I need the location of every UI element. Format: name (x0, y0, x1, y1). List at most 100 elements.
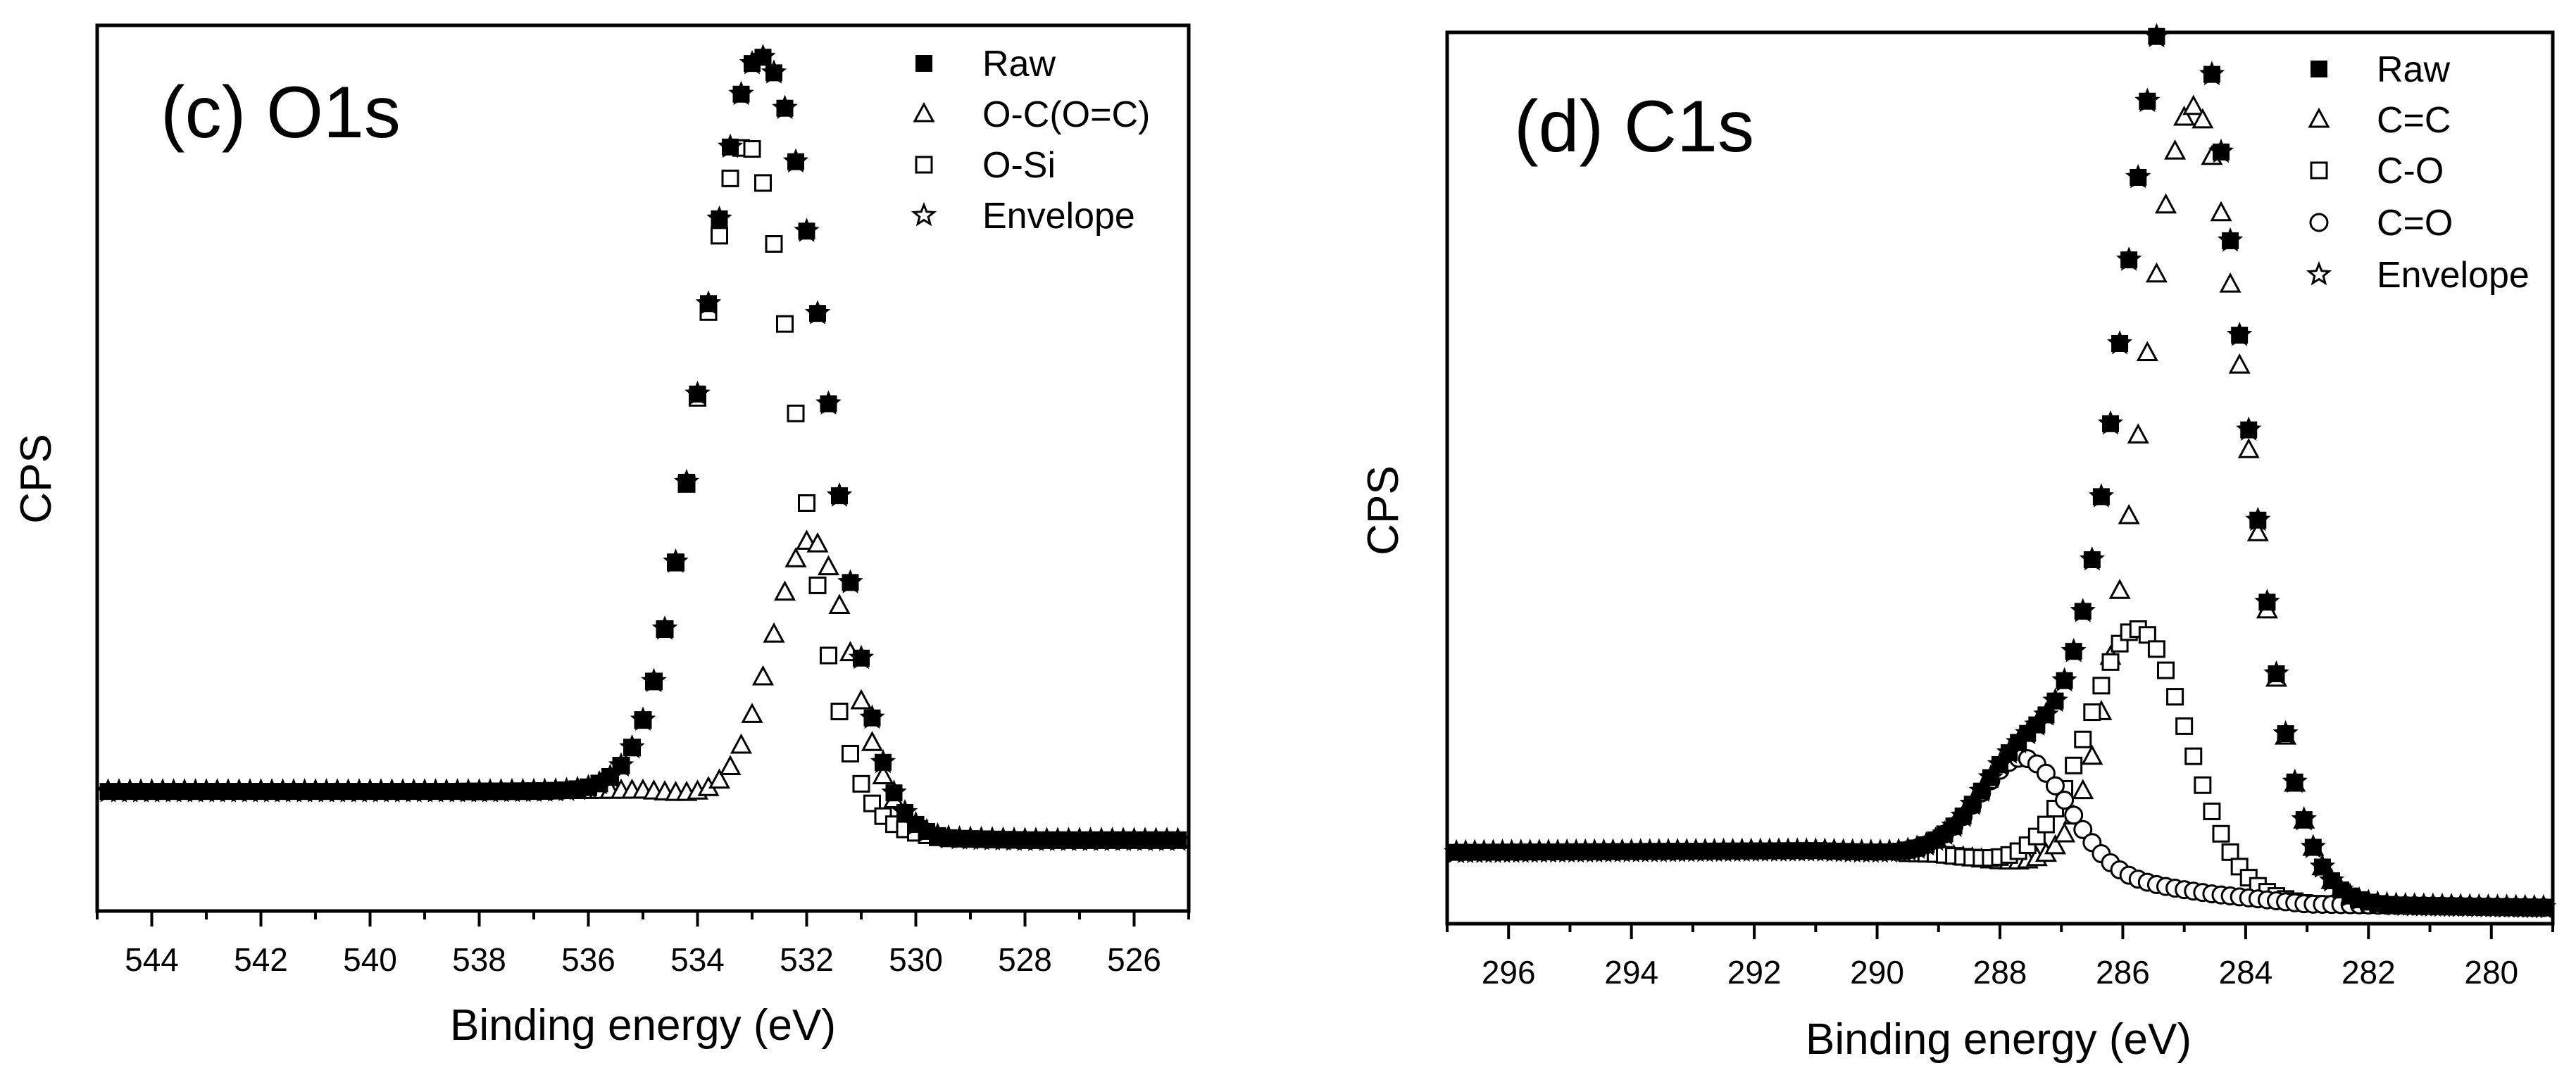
x-tick-label: 530 (889, 941, 943, 978)
series-raw (99, 49, 1187, 849)
data-point (1169, 831, 1187, 849)
y-axis-label-d: CPS (1359, 465, 1408, 555)
x-tick-label: 536 (561, 941, 615, 978)
panel-title-c: (c) O1s (161, 72, 401, 153)
legend-label-c-o: C-O (2377, 151, 2444, 191)
data-point (776, 315, 794, 333)
data-point (678, 473, 695, 491)
panel-c-o1s: 544 542 540 538 536 534 532 530 528 526 (c) O1s B… (12, 23, 1191, 1050)
data-point (831, 487, 848, 505)
legend-label-o-si: O-Si (982, 145, 1056, 186)
data-point (2175, 717, 2194, 735)
data-point (2074, 603, 2092, 620)
legend-marker-envelope-d (2306, 260, 2332, 286)
data-point (751, 665, 775, 686)
data-point (2295, 811, 2313, 829)
data-point (2046, 776, 2065, 796)
data-point (754, 49, 772, 66)
x-tick-label: 294 (1604, 954, 1658, 991)
data-point (2073, 820, 2093, 839)
x-tick-label: 534 (670, 941, 725, 978)
data-point (2065, 756, 2083, 774)
data-point (2258, 594, 2276, 611)
x-tick-label: 538 (452, 941, 506, 978)
data-point (2055, 791, 2075, 810)
data-point (2212, 824, 2230, 843)
legend-marker-glyph (913, 101, 935, 123)
data-point (2111, 334, 2129, 352)
data-point (721, 169, 739, 187)
data-point (2534, 899, 2552, 917)
data-point (784, 547, 807, 567)
data-point (2108, 579, 2131, 599)
data-point (2277, 725, 2294, 743)
legend-marker-glyph (915, 55, 932, 72)
data-point (1982, 769, 1999, 786)
data-point (2102, 415, 2119, 432)
data-point (2203, 802, 2221, 820)
data-point (2182, 94, 2205, 115)
data-point (872, 764, 894, 784)
legend-marker-envelope-c (911, 201, 937, 227)
data-point (852, 774, 870, 793)
data-point (808, 576, 827, 594)
x-tick-label: 280 (2464, 954, 2518, 991)
legend-item-raw: Raw (915, 44, 1056, 84)
data-point (2268, 665, 2285, 682)
data-point (828, 594, 851, 615)
legend-item-raw-d: Raw (2311, 49, 2450, 90)
data-point (613, 757, 630, 774)
data-point (2210, 201, 2232, 222)
y-axis-label-c: CPS (12, 434, 61, 523)
data-point (2219, 272, 2242, 293)
legend-item-c-eq-c: C=C (2308, 100, 2451, 141)
data-point (2130, 168, 2147, 186)
data-point (743, 140, 761, 158)
data-point (2120, 251, 2138, 269)
data-point (2036, 763, 2056, 783)
data-point (2083, 551, 2101, 568)
x-axis-label-c: Binding energy (eV) (450, 1001, 836, 1050)
data-point (2136, 341, 2158, 361)
legend-marker-raw-d (2311, 61, 2327, 77)
data-point (2056, 672, 2073, 689)
legend-marker-glyph (2308, 107, 2330, 128)
data-point (830, 703, 849, 721)
x-tick-label: 288 (1973, 954, 2027, 991)
x-tick-label: 540 (343, 941, 397, 978)
data-point (2065, 643, 2082, 660)
x-tick-label: 286 (2096, 954, 2150, 991)
legend-marker-glyph (2309, 213, 2329, 232)
data-point (798, 494, 815, 513)
legend-marker-o-c (913, 101, 935, 123)
data-point (645, 672, 663, 690)
legend-marker-glyph (915, 156, 933, 174)
data-point (2083, 703, 2101, 722)
data-point (2081, 744, 2103, 765)
data-point (850, 689, 873, 710)
data-point (820, 646, 837, 665)
data-point (2249, 511, 2267, 529)
series-o-si (459, 139, 1187, 849)
data-point (806, 532, 829, 553)
data-point (2037, 706, 2055, 724)
data-point (2044, 834, 2067, 855)
panel-title-d: (d) C1s (1514, 86, 1754, 168)
data-point (689, 385, 706, 403)
data-point (700, 295, 717, 313)
data-point (2231, 327, 2249, 344)
x-axis-ticks-c: 544 542 540 538 536 534 532 530 528 526 (96, 911, 1190, 978)
data-point (667, 553, 684, 571)
data-point (765, 64, 782, 82)
data-point (2148, 27, 2165, 45)
data-point (732, 85, 750, 103)
data-point (853, 649, 870, 667)
data-point (2203, 65, 2220, 83)
data-point (730, 733, 753, 754)
data-points-c (95, 44, 1191, 851)
data-point (2246, 521, 2269, 541)
data-point (2192, 108, 2214, 129)
data-point (2154, 193, 2177, 214)
data-point (773, 580, 796, 601)
data-point (2228, 353, 2251, 374)
